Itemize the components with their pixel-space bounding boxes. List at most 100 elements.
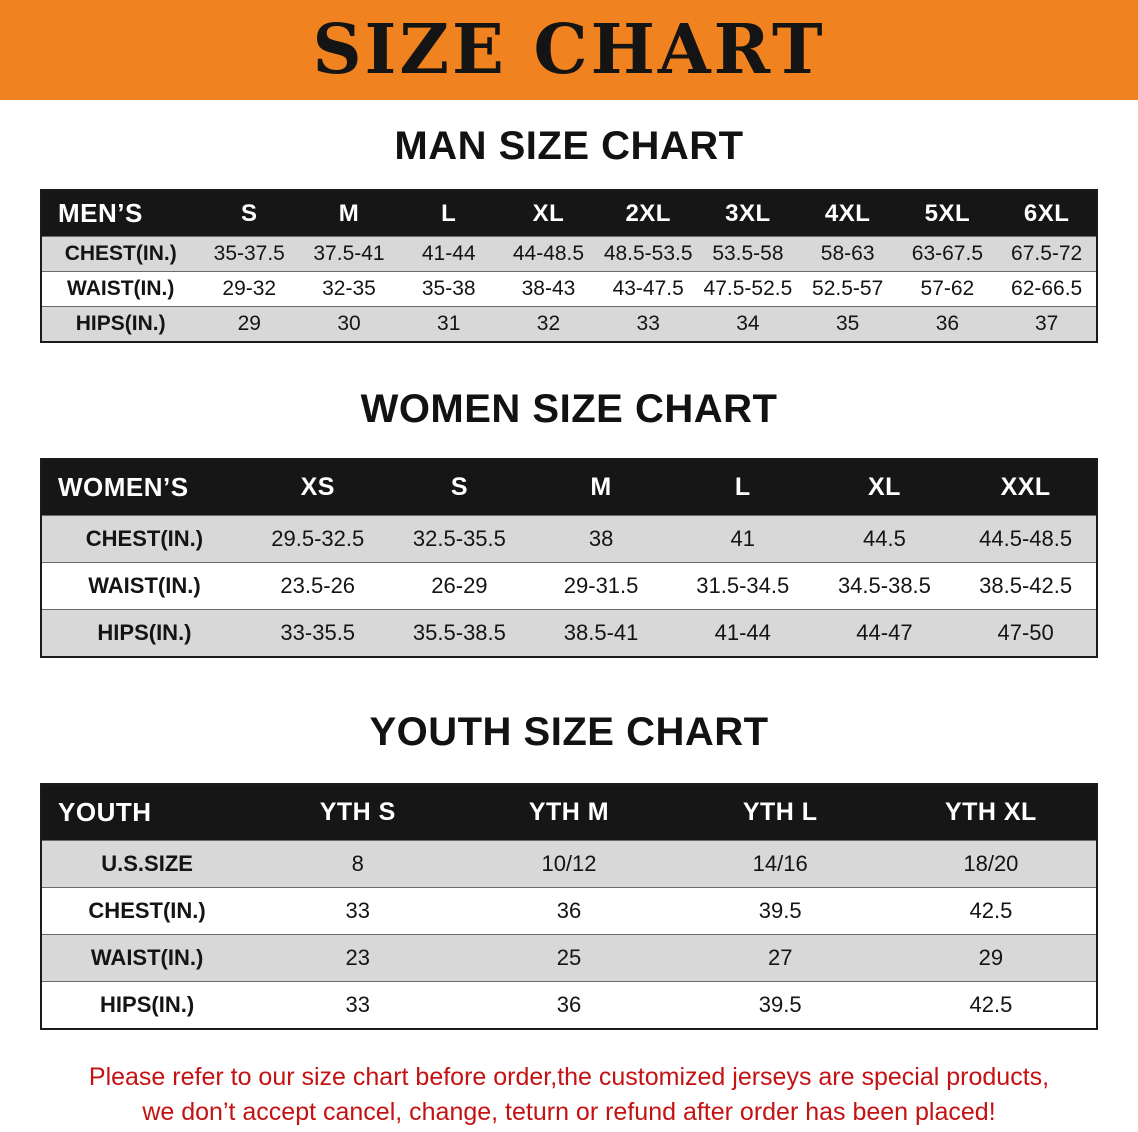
size-value: 36 — [463, 887, 675, 935]
size-value: 10/12 — [463, 840, 675, 888]
size-value: 41 — [671, 515, 814, 563]
size-value: 34.5-38.5 — [813, 562, 956, 610]
size-value: 14/16 — [674, 840, 886, 888]
size-value: 32 — [498, 306, 599, 342]
size-value: 58-63 — [797, 236, 898, 272]
size-value: 63-67.5 — [897, 236, 998, 272]
size-value: 44-48.5 — [498, 236, 599, 272]
row-label: HIPS(IN.) — [41, 306, 200, 342]
table-title-cell: YOUTH — [41, 784, 253, 841]
size-value: 25 — [463, 934, 675, 982]
disclaimer-line-1: Please refer to our size chart before or… — [88, 1063, 1050, 1091]
youth-size-section: YOUTH SIZE CHART YOUTH YTH S YTH M YTH L YTH… — [0, 710, 1138, 1030]
size-value: 33 — [598, 306, 699, 342]
size-column-header: 2XL — [598, 190, 699, 237]
man-size-section: MAN SIZE CHART MEN’S S M L XL 2XL 3XL 4XL 5XL 6XL… — [0, 124, 1138, 343]
size-column-header: S — [199, 190, 300, 237]
size-value: 37.5-41 — [299, 236, 399, 272]
size-value: 23 — [252, 934, 464, 982]
table-row: HIPS(IN.) 33 36 39.5 42.5 — [41, 981, 1097, 1029]
men-size-table: MEN’S S M L XL 2XL 3XL 4XL 5XL 6XL CHEST(IN.) 35-37… — [40, 189, 1098, 343]
size-column-header: XS — [246, 459, 389, 516]
size-value: 35-38 — [398, 271, 499, 307]
size-value: 44-47 — [813, 609, 956, 657]
youth-size-heading: YOUTH SIZE CHART — [369, 710, 769, 754]
size-column-header: YTH XL — [885, 784, 1097, 841]
table-row: CHEST(IN.) 29.5-32.5 32.5-35.5 38 41 44.5 44.5… — [41, 515, 1097, 563]
size-value: 35 — [797, 306, 898, 342]
size-value: 36 — [463, 981, 675, 1029]
size-column-header: 4XL — [797, 190, 898, 237]
size-value: 47.5-52.5 — [698, 271, 798, 307]
table-header-row: MEN’S S M L XL 2XL 3XL 4XL 5XL 6XL — [41, 190, 1097, 237]
table-row: CHEST(IN.) 35-37.5 37.5-41 41-44 44-48.5 48.5… — [41, 236, 1097, 272]
disclaimer: Please refer to our size chart before or… — [8, 1060, 1130, 1130]
size-value: 44.5-48.5 — [955, 515, 1097, 563]
row-label: WAIST(IN.) — [41, 934, 253, 982]
size-column-header: YTH L — [674, 784, 886, 841]
size-value: 38-43 — [498, 271, 599, 307]
size-value: 18/20 — [885, 840, 1097, 888]
size-column-header: L — [398, 190, 499, 237]
women-size-heading: WOMEN SIZE CHART — [360, 387, 778, 431]
youth-size-table: YOUTH YTH S YTH M YTH L YTH XL U.S.SIZE 8 10/12… — [40, 783, 1098, 1030]
table-title-cell: MEN’S — [41, 190, 200, 237]
disclaimer-line-2: we don’t accept cancel, change, teturn o… — [142, 1098, 996, 1126]
size-column-header: 5XL — [897, 190, 998, 237]
table-row: CHEST(IN.) 33 36 39.5 42.5 — [41, 887, 1097, 935]
size-value: 32.5-35.5 — [388, 515, 531, 563]
size-value: 38.5-41 — [530, 609, 672, 657]
table-row: WAIST(IN.) 29-32 32-35 35-38 38-43 43-47.5 47.… — [41, 271, 1097, 307]
size-value: 27 — [674, 934, 886, 982]
size-column-header: XL — [498, 190, 599, 237]
size-column-header: YTH M — [463, 784, 675, 841]
size-value: 38.5-42.5 — [955, 562, 1097, 610]
size-value: 35.5-38.5 — [388, 609, 531, 657]
size-column-header: S — [388, 459, 531, 516]
size-value: 48.5-53.5 — [598, 236, 699, 272]
size-value: 29 — [199, 306, 300, 342]
size-value: 42.5 — [885, 887, 1097, 935]
size-value: 29.5-32.5 — [246, 515, 389, 563]
table-row: HIPS(IN.) 29 30 31 32 33 34 35 36 37 — [41, 306, 1097, 342]
row-label: WAIST(IN.) — [41, 562, 247, 610]
size-value: 30 — [299, 306, 399, 342]
size-value: 26-29 — [388, 562, 531, 610]
size-value: 32-35 — [299, 271, 399, 307]
table-title-cell: WOMEN’S — [41, 459, 247, 516]
size-column-header: M — [530, 459, 672, 516]
size-column-header: YTH S — [252, 784, 464, 841]
row-label: HIPS(IN.) — [41, 981, 253, 1029]
row-label: WAIST(IN.) — [41, 271, 200, 307]
size-value: 36 — [897, 306, 998, 342]
size-value: 33-35.5 — [246, 609, 389, 657]
banner: SIZE CHART — [0, 0, 1138, 100]
row-label: CHEST(IN.) — [41, 236, 200, 272]
size-value: 43-47.5 — [598, 271, 699, 307]
women-size-table: WOMEN’S XS S M L XL XXL CHEST(IN.) 29.5-32.5 32.5… — [40, 458, 1098, 658]
size-column-header: M — [299, 190, 399, 237]
size-value: 53.5-58 — [698, 236, 798, 272]
size-value: 41-44 — [398, 236, 499, 272]
size-value: 52.5-57 — [797, 271, 898, 307]
size-value: 33 — [252, 887, 464, 935]
size-value: 23.5-26 — [246, 562, 389, 610]
size-value: 39.5 — [674, 887, 886, 935]
page-title: SIZE CHART — [312, 10, 826, 90]
size-value: 35-37.5 — [199, 236, 300, 272]
size-value: 8 — [252, 840, 464, 888]
table-row: U.S.SIZE 8 10/12 14/16 18/20 — [41, 840, 1097, 888]
women-size-section: WOMEN SIZE CHART WOMEN’S XS S M L XL XXL CHEST(… — [0, 387, 1138, 658]
size-value: 42.5 — [885, 981, 1097, 1029]
size-value: 29-32 — [199, 271, 300, 307]
row-label: CHEST(IN.) — [41, 515, 247, 563]
table-header-row: WOMEN’S XS S M L XL XXL — [41, 459, 1097, 516]
size-value: 39.5 — [674, 981, 886, 1029]
size-value: 33 — [252, 981, 464, 1029]
size-value: 67.5-72 — [997, 236, 1097, 272]
table-header-row: YOUTH YTH S YTH M YTH L YTH XL — [41, 784, 1097, 841]
row-label: U.S.SIZE — [41, 840, 253, 888]
size-value: 47-50 — [955, 609, 1097, 657]
size-column-header: XXL — [955, 459, 1097, 516]
